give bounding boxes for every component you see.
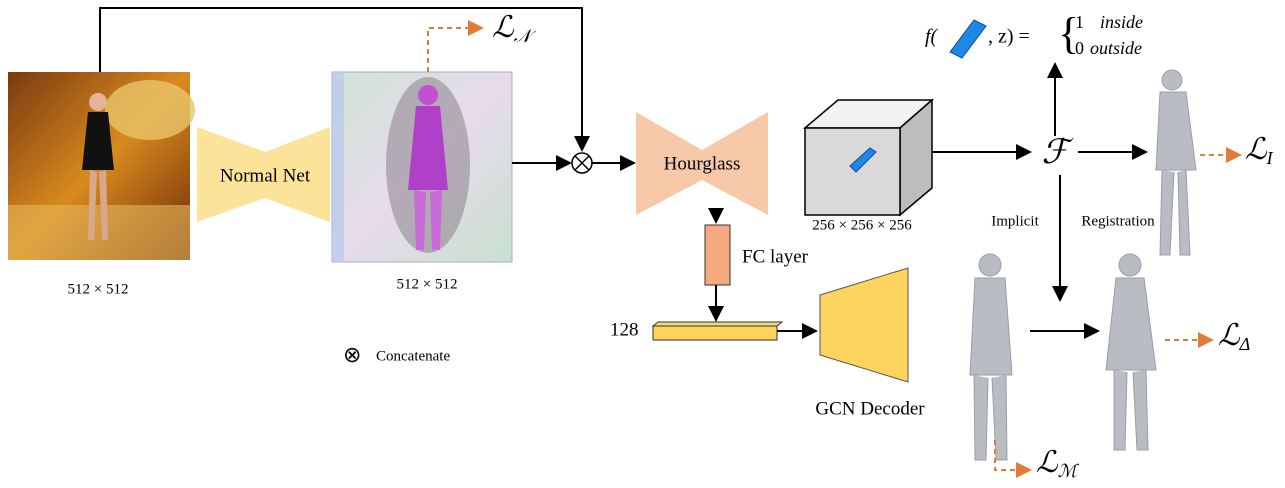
- registration-label: Registration: [1081, 213, 1155, 229]
- hourglass-label: Hourglass: [664, 153, 741, 174]
- implicit-function: ℱ: [1042, 134, 1075, 171]
- loss-implicit: ℒI: [1245, 133, 1274, 168]
- text: ℳ: [1058, 461, 1080, 481]
- text: inside: [1100, 12, 1143, 32]
- normal-map: [332, 72, 512, 262]
- latent-label: 128: [610, 319, 639, 340]
- volume-cube: [805, 100, 932, 215]
- text: ℒ: [1245, 133, 1268, 166]
- loss-mesh: ℒℳ: [1036, 446, 1080, 481]
- equation: f( , z) = { 1 inside 0 outside: [925, 9, 1143, 58]
- latent-vector: [653, 326, 777, 340]
- text: , z) =: [988, 26, 1030, 48]
- text: f(: [925, 26, 939, 48]
- gcn-decoder-label: GCN Decoder: [815, 398, 925, 419]
- normal-map-size: 512 × 512: [397, 276, 458, 292]
- text: ℒ: [1218, 319, 1241, 352]
- template-mesh: [970, 254, 1012, 460]
- input-image: [8, 72, 195, 260]
- concat-label: Concatenate: [376, 348, 450, 364]
- text: ℒ: [1036, 446, 1059, 479]
- text: outside: [1090, 38, 1142, 58]
- implicit-label: Implicit: [991, 213, 1039, 229]
- text: Δ: [1239, 334, 1251, 354]
- loss-delta: ℒΔ: [1218, 319, 1250, 354]
- loss-normal: ℒ𝒩: [492, 11, 537, 46]
- text: 0: [1075, 38, 1084, 58]
- text: 𝒩: [514, 26, 537, 46]
- text: I: [1266, 148, 1274, 168]
- concat-symbol: ⊗: [343, 342, 361, 367]
- fc-layer-label: FC layer: [742, 246, 809, 267]
- loss-arrow: [428, 28, 482, 72]
- implicit-mesh: [1156, 70, 1196, 255]
- text: 1: [1075, 12, 1084, 32]
- registered-mesh: [1106, 254, 1156, 450]
- volume-size: 256 × 256 × 256: [812, 217, 912, 233]
- diagram: 512 × 512 Normal Net 512 × 512 ℒ𝒩 Hourgl…: [0, 0, 1285, 488]
- normal-net-label: Normal Net: [220, 165, 311, 186]
- input-size: 512 × 512: [68, 281, 129, 297]
- text: ℒ: [492, 11, 515, 44]
- gcn-decoder-shape: [820, 268, 908, 382]
- fc-layer-box: [705, 225, 730, 285]
